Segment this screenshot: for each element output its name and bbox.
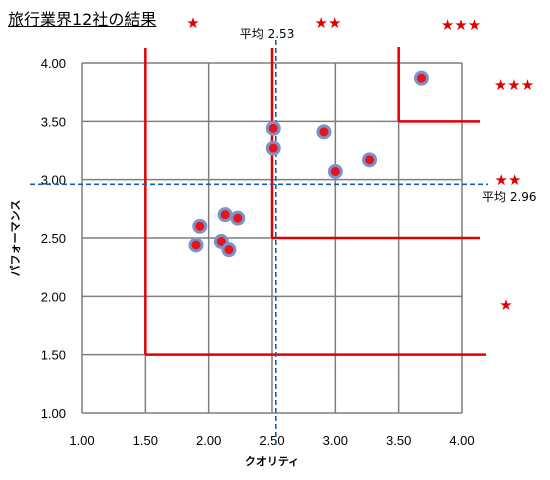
star-ratings: ★ ★★ ★★★★★★★★★ xyxy=(186,14,534,314)
y-tick-label: 4.00 xyxy=(41,56,66,71)
x-tick-label: 4.00 xyxy=(449,433,474,448)
data-point xyxy=(362,152,378,168)
star-rating: ★★★ xyxy=(494,76,534,94)
star-rating: ★ xyxy=(186,14,199,32)
data-point xyxy=(413,70,429,86)
y-tick-label: 3.50 xyxy=(41,114,66,129)
y-tick-label: 1.00 xyxy=(41,406,66,421)
x-tick-label: 3.00 xyxy=(323,433,348,448)
x-tick-label: 1.00 xyxy=(69,433,94,448)
data-point xyxy=(192,218,208,234)
data-point xyxy=(221,242,237,258)
data-point xyxy=(230,210,246,226)
x-tick-label: 2.00 xyxy=(196,433,221,448)
tick-labels: 1.00 1.50 2.00 2.50 3.00 3.50 4.00 1.00 1.50 2.00… xyxy=(41,56,475,448)
x-tick-label: 1.50 xyxy=(133,433,158,448)
average-label-performance: 平均 2.96 xyxy=(482,190,537,204)
data-point xyxy=(188,237,204,253)
average-label-quality: 平均 2.53 xyxy=(240,27,295,41)
x-tick-label: 3.50 xyxy=(386,433,411,448)
star-rating: ★★ xyxy=(495,171,522,189)
data-point xyxy=(316,124,332,140)
star-rating: ★ xyxy=(499,296,512,314)
y-tick-label: 2.50 xyxy=(41,231,66,246)
x-tick-label: 2.50 xyxy=(259,433,284,448)
x-axis-label: クオリティ xyxy=(245,455,299,468)
rating-zone-lines xyxy=(144,47,486,356)
chart-title: 旅行業界12社の結果 xyxy=(8,10,157,29)
star-rating: ★★★ xyxy=(441,16,481,34)
axis-labels: クオリティ パフォーマンス xyxy=(9,200,299,468)
average-lines: 平均 2.53 平均 2.96 xyxy=(30,27,537,445)
y-tick-label: 1.50 xyxy=(41,348,66,363)
data-point xyxy=(327,164,343,179)
data-point xyxy=(265,140,281,156)
star-rating: ★★ xyxy=(315,14,342,32)
data-point xyxy=(265,120,281,136)
data-points xyxy=(188,70,429,258)
y-tick-label: 2.00 xyxy=(41,289,66,304)
y-axis-label: パフォーマンス xyxy=(9,200,22,277)
y-tick-label: 3.00 xyxy=(41,173,66,188)
data-point xyxy=(217,207,233,223)
